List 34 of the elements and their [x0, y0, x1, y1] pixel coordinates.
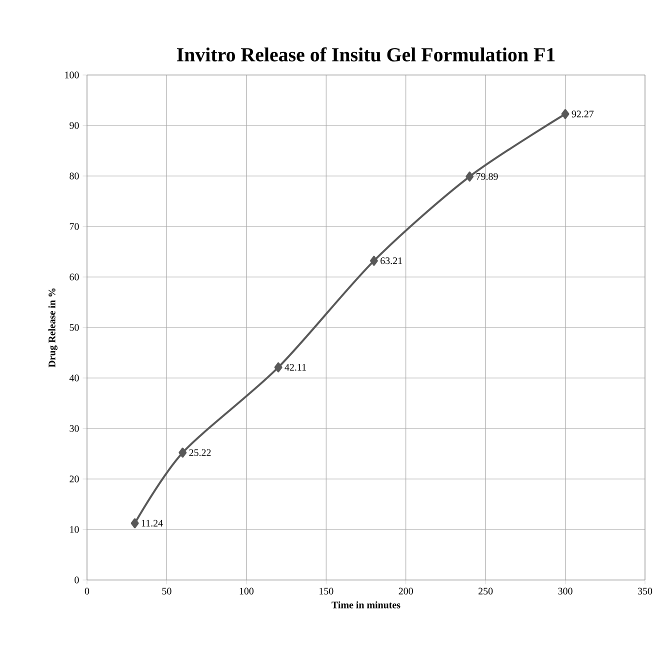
x-tick-label: 150	[320, 588, 334, 594]
x-tick-label: 50	[162, 588, 172, 594]
data-label: 79.89	[476, 173, 498, 180]
y-tick-label: 40	[69, 374, 79, 382]
x-tick-label: 0	[84, 588, 90, 594]
point	[274, 362, 282, 372]
data-label: 11.24	[142, 520, 163, 527]
point	[130, 518, 139, 528]
data-label: 63.21	[380, 257, 402, 264]
y-tick-label: 90	[70, 122, 79, 129]
data-label: 25.22	[189, 449, 211, 456]
point	[178, 448, 187, 458]
x-tick-label: 300	[558, 588, 572, 594]
point	[466, 172, 474, 182]
data-label: 92.27	[572, 110, 594, 118]
point	[370, 256, 378, 266]
y-tick-label: 80	[70, 172, 79, 180]
y-tick-label: 100	[65, 72, 79, 78]
chart-title: Invitro Release of Insitu Gel Formulation F1	[177, 47, 555, 62]
y-tick-label: 0	[74, 576, 79, 584]
x-tick-label: 350	[638, 588, 652, 594]
x-tick-label: 200	[398, 588, 413, 594]
y-tick-label: 30	[70, 425, 79, 432]
y-axis-title: Drug Release in %	[48, 288, 58, 368]
y-tick-label: 50	[70, 324, 79, 331]
x-tick-label: 250	[478, 588, 493, 594]
y-tick-label: 70	[70, 223, 79, 230]
y-tick-label: 60	[70, 274, 79, 280]
x-axis-title: Time in minutes	[332, 601, 400, 608]
point	[561, 109, 570, 120]
x-tick-label: 100	[240, 588, 254, 594]
y-tick-label: 10	[70, 526, 79, 533]
data-label: 42.11	[284, 364, 306, 371]
y-tick-label: 20	[70, 476, 79, 482]
